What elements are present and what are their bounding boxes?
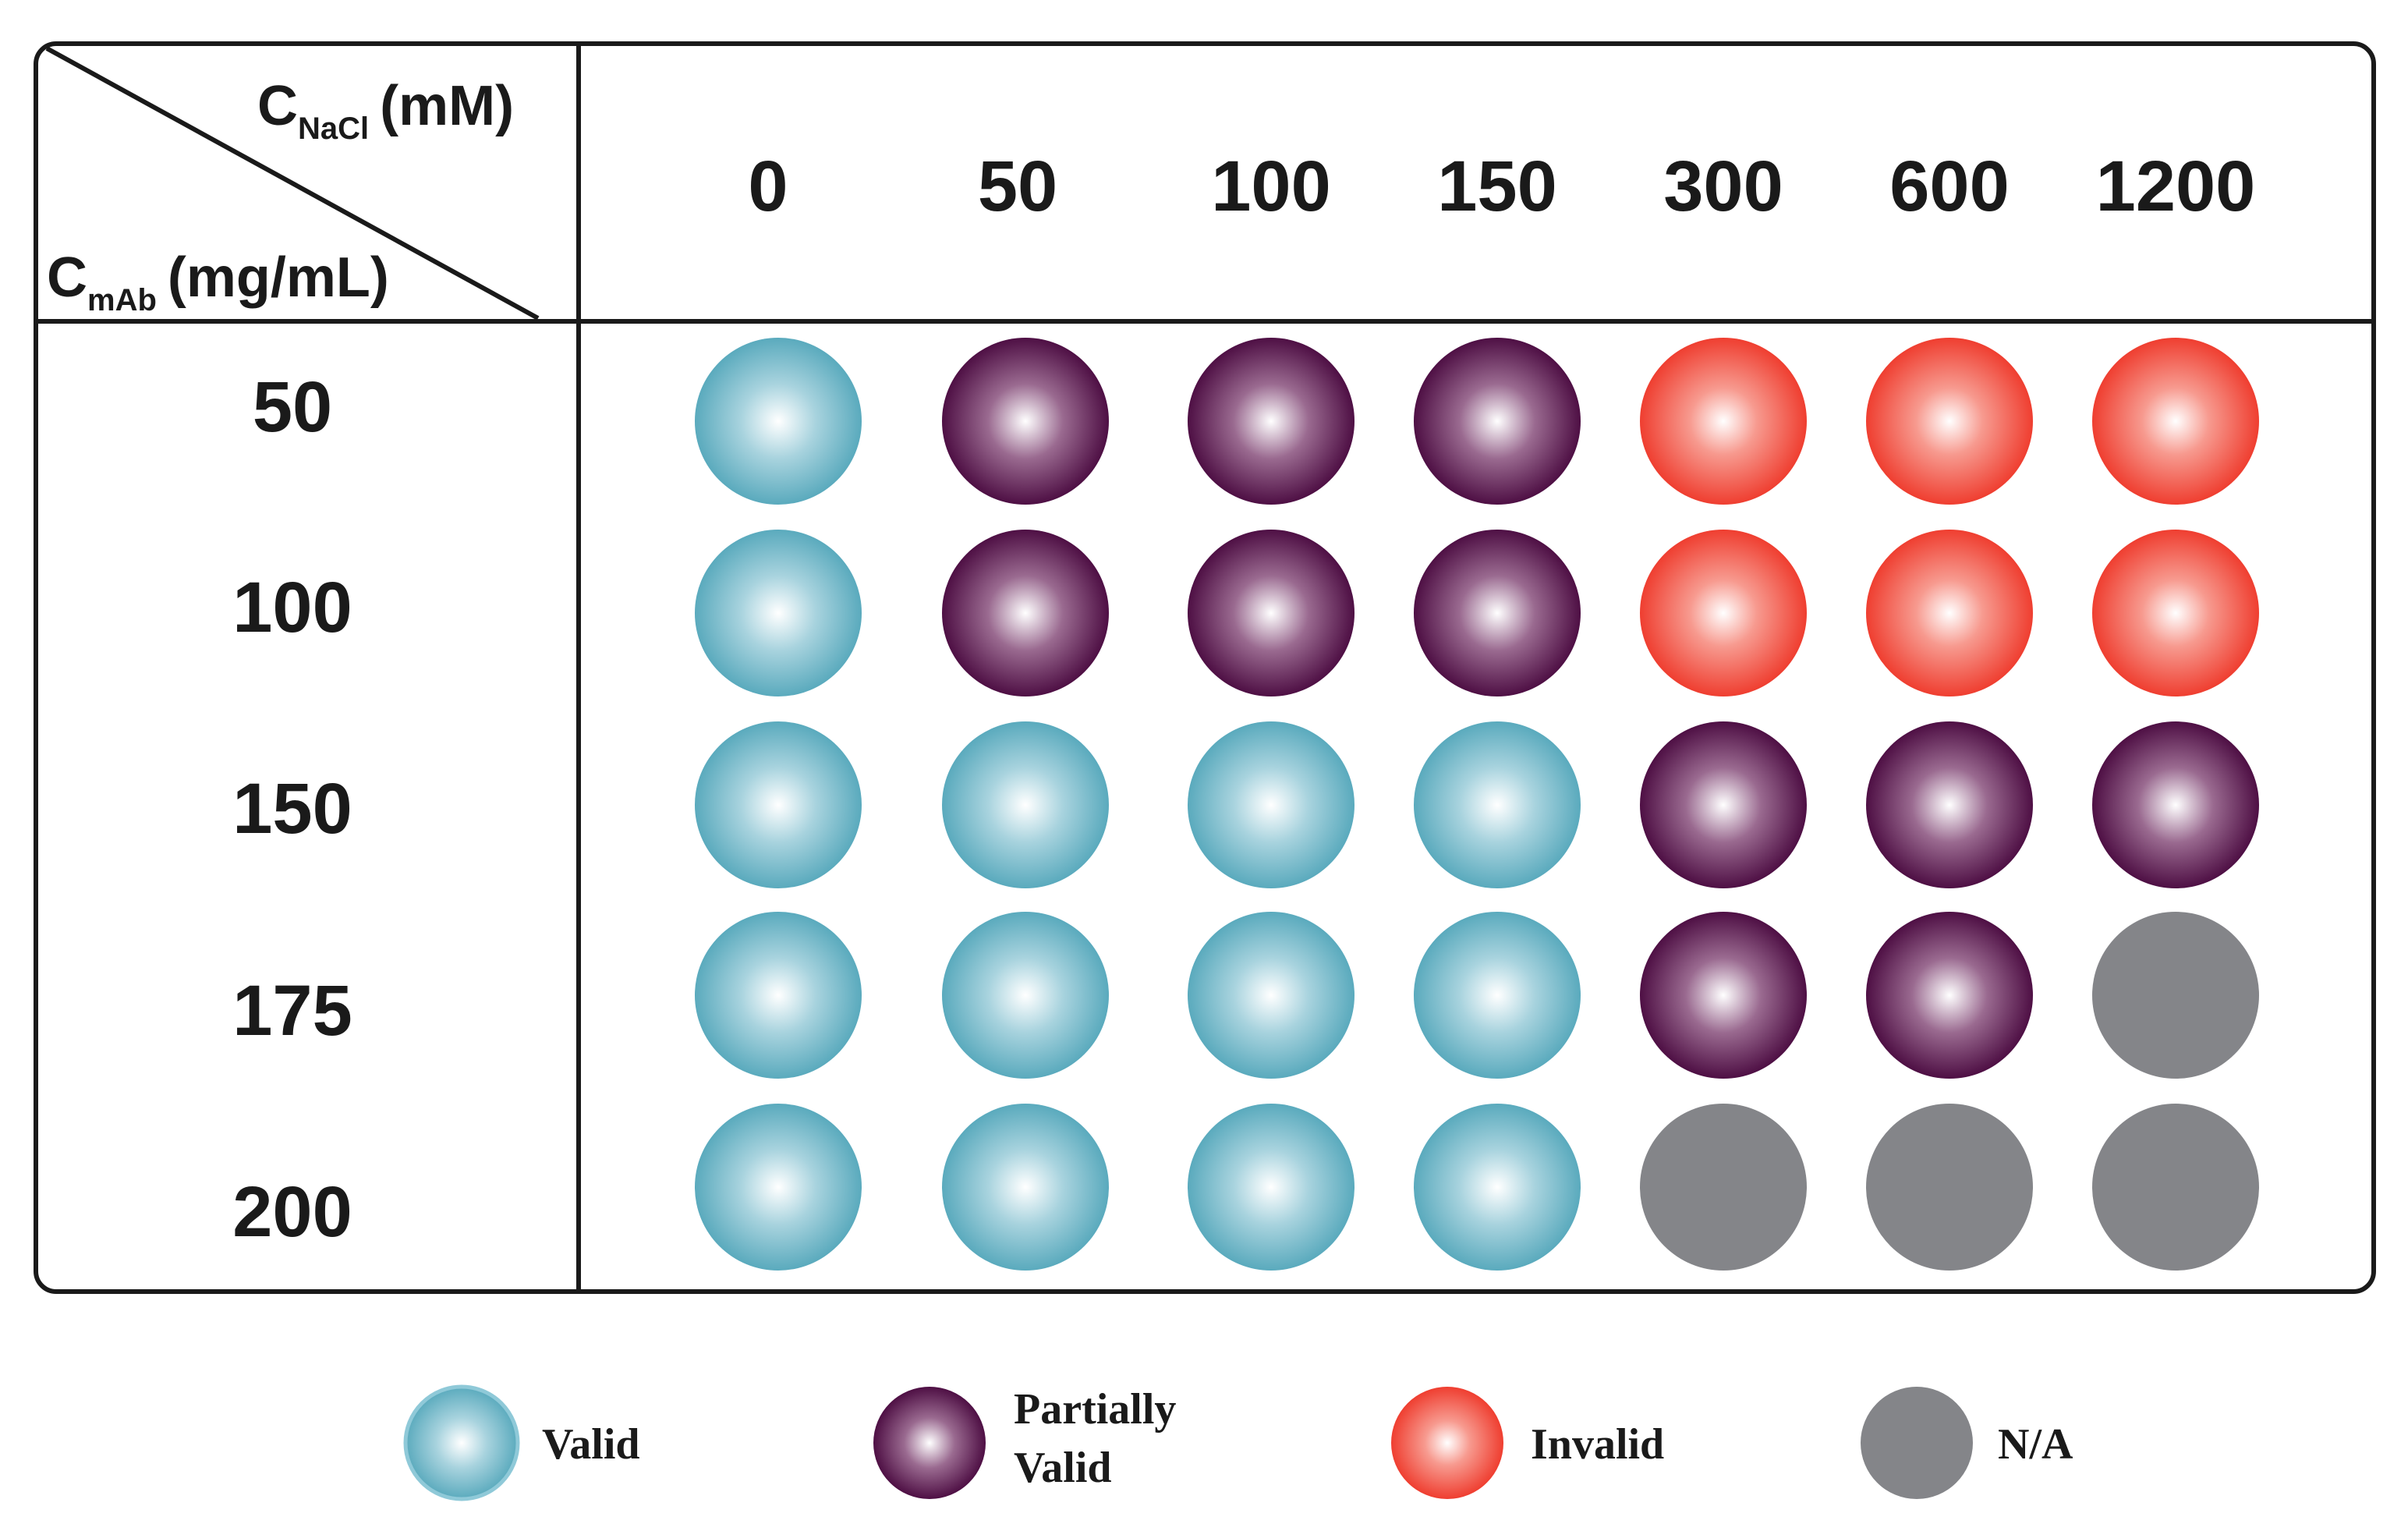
- column-headers: 0 50 100 150 300 600 1200: [748, 147, 2255, 226]
- status-circle-valid: [1188, 721, 1354, 888]
- legend-swatch-valid: [403, 1384, 520, 1501]
- status-circle-valid: [942, 721, 1109, 888]
- status-circle-partial: [1866, 912, 2033, 1079]
- status-circle-valid: [695, 338, 862, 505]
- status-circle-valid: [695, 1104, 862, 1271]
- row-header: 175: [232, 971, 352, 1051]
- status-circle-valid: [942, 1104, 1109, 1271]
- legend: Valid Partially Valid Invalid N/A: [403, 1384, 2073, 1501]
- legend-swatch-na: [1861, 1387, 1973, 1499]
- legend-label-invalid: Invalid: [1531, 1420, 1664, 1469]
- status-grid: [695, 338, 2259, 1271]
- status-circle-partial: [1640, 912, 1807, 1079]
- corner-diagonal: [45, 46, 540, 321]
- status-circle-valid: [695, 530, 862, 696]
- status-circle-partial: [2092, 721, 2259, 888]
- legend-label-valid: Valid: [542, 1420, 640, 1469]
- status-circle-partial: [1640, 721, 1807, 888]
- status-circle-invalid: [2092, 338, 2259, 505]
- legend-swatch-partial: [873, 1387, 986, 1499]
- status-circle-invalid: [1640, 338, 1807, 505]
- status-circle-partial: [1866, 721, 2033, 888]
- col-header: 300: [1663, 147, 1783, 226]
- row-headers: 50 100 150 175 200: [232, 367, 352, 1252]
- legend-label-na: N/A: [1998, 1420, 2073, 1469]
- status-circle-valid: [695, 912, 862, 1079]
- table-frame: [34, 41, 2376, 1294]
- col-header: 150: [1437, 147, 1557, 226]
- row-header: 100: [232, 568, 352, 647]
- status-circle-valid: [1414, 912, 1581, 1079]
- status-circle-valid: [1414, 721, 1581, 888]
- status-circle-partial: [1414, 338, 1581, 505]
- legend-label-partial-2: Valid: [1014, 1444, 1112, 1492]
- nacl-axis-label: CNaCl (mM): [257, 75, 514, 146]
- status-circle-valid: [695, 721, 862, 888]
- row-header: 200: [232, 1172, 352, 1252]
- status-circle-na: [2092, 1104, 2259, 1271]
- legend-label-partial: Partially: [1014, 1385, 1176, 1434]
- legend-swatch-invalid: [1391, 1387, 1503, 1499]
- status-circle-na: [1640, 1104, 1807, 1271]
- status-circle-invalid: [1866, 338, 2033, 505]
- status-circle-valid: [1188, 1104, 1354, 1271]
- status-circle-partial: [1414, 530, 1581, 696]
- status-circle-na: [1866, 1104, 2033, 1271]
- status-circle-valid: [1188, 912, 1354, 1079]
- col-header: 1200: [2096, 147, 2256, 226]
- status-circle-invalid: [1640, 530, 1807, 696]
- status-circle-partial: [1188, 530, 1354, 696]
- mab-axis-label: CmAb (mg/mL): [47, 246, 389, 317]
- status-circle-invalid: [1866, 530, 2033, 696]
- status-circle-partial: [942, 338, 1109, 505]
- status-circle-invalid: [2092, 530, 2259, 696]
- status-circle-partial: [942, 530, 1109, 696]
- status-circle-partial: [1188, 338, 1354, 505]
- col-header: 0: [748, 147, 788, 226]
- col-header: 50: [978, 147, 1057, 226]
- status-circle-valid: [1414, 1104, 1581, 1271]
- row-header: 50: [253, 367, 332, 447]
- row-header: 150: [232, 769, 352, 849]
- status-circle-na: [2092, 912, 2259, 1079]
- status-circle-valid: [942, 912, 1109, 1079]
- col-header: 600: [1889, 147, 2010, 226]
- col-header: 100: [1211, 147, 1331, 226]
